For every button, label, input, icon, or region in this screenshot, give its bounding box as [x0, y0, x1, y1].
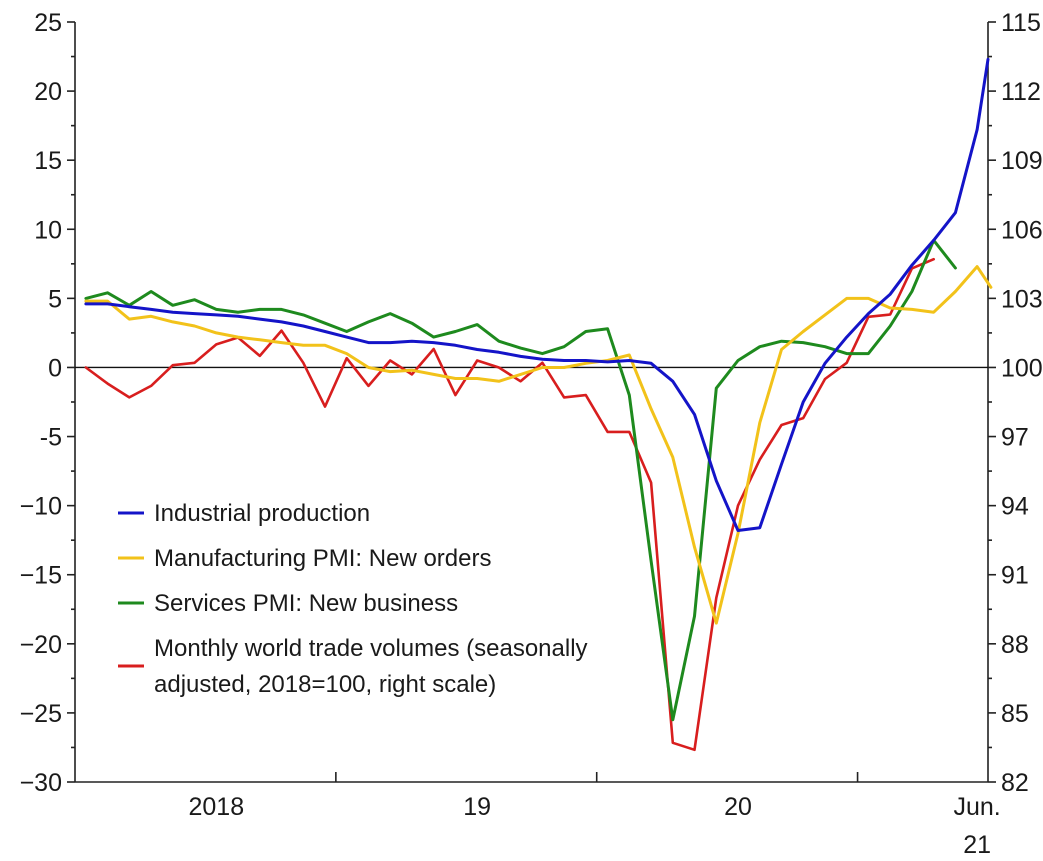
left-axis-tick-label: −15: [20, 562, 62, 590]
left-axis-tick-label: 20: [34, 78, 62, 106]
series-line-4: [84, 257, 936, 752]
legend-label: Industrial production: [154, 500, 370, 527]
left-axis-tick-label: −25: [20, 700, 62, 728]
right-axis-tick-label: 100: [1001, 354, 1043, 382]
right-axis-tick-label: 103: [1001, 285, 1043, 313]
series-line-1: [84, 57, 990, 532]
series-layer: [84, 57, 993, 752]
x-axis-tick-label: 21: [963, 831, 991, 859]
legend-label: Manufacturing PMI: New orders: [154, 545, 491, 572]
left-axis-tick-label: 25: [34, 9, 62, 37]
right-axis-tick-label: 97: [1001, 424, 1029, 452]
legend-label: Monthly world trade volumes (seasonally: [154, 635, 588, 662]
left-axis-tick-label: 5: [48, 285, 62, 313]
right-axis-tick-label: 109: [1001, 147, 1043, 175]
right-axis-tick-label: 115: [1001, 9, 1041, 37]
right-axis-tick-label: 94: [1001, 493, 1029, 521]
right-axis-tick-label: 85: [1001, 700, 1029, 728]
left-axis-tick-label: 10: [34, 216, 62, 244]
x-axis-tick-label: 19: [463, 793, 491, 821]
left-axis-tick-label: −30: [20, 769, 62, 797]
legend: Industrial production Manufacturing PMI: …: [118, 500, 588, 698]
series-line-3: [84, 238, 957, 722]
x-axis-tick-label: Jun.: [953, 793, 1000, 821]
x-axis-tick-label: 2018: [188, 793, 244, 821]
x-axis-tick-label: 20: [724, 793, 752, 821]
legend-label: adjusted, 2018=100, right scale): [154, 671, 496, 698]
left-axis-tick-label: -5: [40, 424, 62, 452]
right-axis-tick-label: 91: [1001, 562, 1029, 590]
left-axis-tick-label: −20: [20, 631, 62, 659]
right-axis-tick-label: 112: [1001, 78, 1041, 106]
right-axis-tick-label: 106: [1001, 216, 1043, 244]
right-axis-tick-label: 82: [1001, 769, 1029, 797]
left-axis-tick-label: −10: [20, 493, 62, 521]
series-line-2: [84, 265, 993, 625]
left-axis-tick-label: 15: [34, 147, 62, 175]
right-axis-tick-label: 88: [1001, 631, 1029, 659]
left-axis-tick-label: 0: [48, 354, 62, 382]
axes-layer: 25 20 15 10 5 0 -5 −10 −15 −20 −25 −30 115 112 109 106 1…: [20, 9, 1043, 859]
legend-label: Services PMI: New business: [154, 590, 458, 617]
